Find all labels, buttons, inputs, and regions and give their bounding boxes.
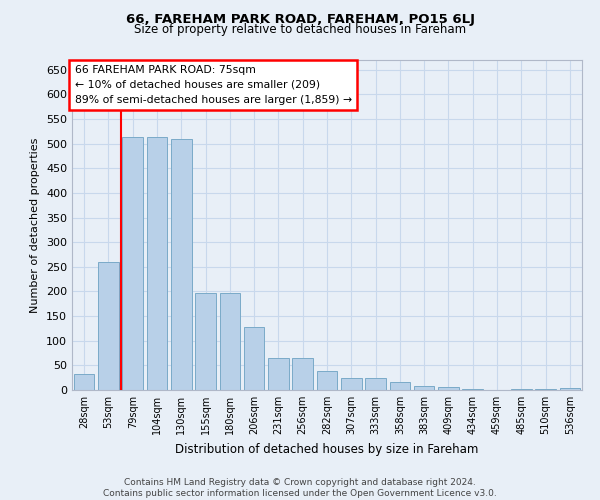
Text: Size of property relative to detached houses in Fareham: Size of property relative to detached ho…: [134, 22, 466, 36]
Bar: [560, 388, 580, 390]
Bar: [463, 388, 483, 390]
Bar: [171, 139, 191, 390]
Bar: [268, 358, 289, 390]
Bar: [341, 378, 362, 390]
Bar: [511, 388, 532, 390]
Text: 66, FAREHAM PARK ROAD, FAREHAM, PO15 6LJ: 66, FAREHAM PARK ROAD, FAREHAM, PO15 6LJ: [125, 12, 475, 26]
Bar: [98, 262, 119, 390]
Bar: [389, 382, 410, 390]
Bar: [146, 138, 167, 390]
Bar: [220, 293, 240, 390]
Y-axis label: Number of detached properties: Number of detached properties: [31, 138, 40, 312]
Bar: [195, 293, 216, 390]
Bar: [74, 374, 94, 390]
X-axis label: Distribution of detached houses by size in Fareham: Distribution of detached houses by size …: [175, 442, 479, 456]
Bar: [122, 138, 143, 390]
Bar: [438, 386, 459, 390]
Bar: [317, 372, 337, 390]
Text: 66 FAREHAM PARK ROAD: 75sqm
← 10% of detached houses are smaller (209)
89% of se: 66 FAREHAM PARK ROAD: 75sqm ← 10% of det…: [74, 65, 352, 104]
Bar: [365, 378, 386, 390]
Bar: [292, 358, 313, 390]
Text: Contains HM Land Registry data © Crown copyright and database right 2024.
Contai: Contains HM Land Registry data © Crown c…: [103, 478, 497, 498]
Bar: [244, 327, 265, 390]
Bar: [535, 388, 556, 390]
Bar: [414, 386, 434, 390]
